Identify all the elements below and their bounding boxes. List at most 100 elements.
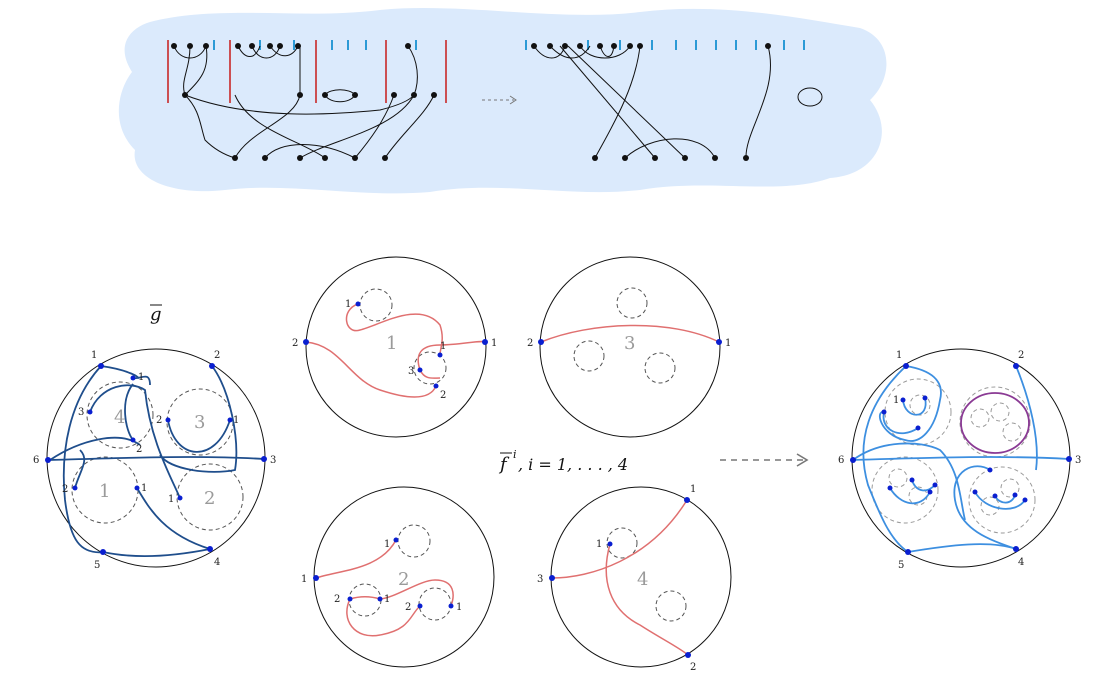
label: 1 bbox=[301, 574, 307, 585]
strand bbox=[559, 45, 656, 159]
node-dot bbox=[431, 92, 437, 98]
inner-dot bbox=[1012, 492, 1018, 498]
arc bbox=[862, 365, 909, 553]
boundary-dot bbox=[685, 652, 691, 658]
label: 1 bbox=[491, 338, 497, 349]
inner-dot bbox=[177, 495, 183, 501]
strand bbox=[264, 144, 356, 159]
node-dot bbox=[171, 43, 177, 49]
boundary-dot bbox=[482, 339, 488, 345]
region-number: 1 bbox=[99, 481, 110, 502]
boundary-dot bbox=[313, 575, 319, 581]
boundary-dot bbox=[716, 339, 722, 345]
fbar-disk-3: 3 2 1 bbox=[527, 256, 731, 438]
inner-dot bbox=[393, 537, 399, 543]
right-ticks bbox=[525, 40, 805, 50]
caption-superscript: i bbox=[513, 448, 517, 461]
strand bbox=[624, 138, 716, 159]
inner-label: 1 bbox=[233, 415, 239, 426]
disk-boundary bbox=[305, 256, 487, 438]
label: 1 bbox=[456, 602, 462, 613]
boundary-dot bbox=[905, 549, 911, 555]
arc bbox=[974, 491, 1026, 510]
arc bbox=[911, 479, 936, 492]
node-dot bbox=[765, 43, 771, 49]
boundary-dot bbox=[1013, 363, 1019, 369]
node-dot bbox=[682, 155, 688, 161]
node-dot bbox=[611, 43, 617, 49]
label: 1 bbox=[596, 539, 602, 550]
loop bbox=[797, 87, 823, 107]
node-dot bbox=[405, 43, 411, 49]
inner-dot bbox=[227, 417, 233, 423]
left-strands bbox=[173, 45, 435, 159]
boundary-dot bbox=[549, 575, 555, 581]
inner-dot bbox=[134, 485, 140, 491]
arc bbox=[345, 303, 443, 356]
strand bbox=[579, 45, 631, 59]
label: 1 bbox=[345, 299, 351, 310]
arc bbox=[62, 365, 106, 554]
strand bbox=[745, 45, 771, 159]
arc bbox=[167, 419, 231, 453]
boundary-label: 1 bbox=[896, 350, 902, 361]
left-ticks bbox=[213, 40, 417, 50]
inner-disk bbox=[968, 466, 1036, 534]
node-dot bbox=[531, 43, 537, 49]
node-dot bbox=[743, 155, 749, 161]
node-dot bbox=[637, 43, 643, 49]
inner-dot bbox=[347, 596, 353, 602]
node-dot bbox=[411, 92, 417, 98]
arc bbox=[852, 456, 1070, 461]
strand bbox=[407, 45, 418, 96]
left-separators bbox=[167, 40, 447, 103]
region-number: 1 bbox=[386, 333, 397, 354]
arc bbox=[102, 548, 211, 558]
arc bbox=[74, 449, 86, 489]
cloud-background bbox=[118, 8, 887, 194]
inner-label: 2 bbox=[156, 415, 162, 426]
boundary-dot bbox=[209, 363, 215, 369]
label: 3 bbox=[408, 366, 414, 377]
node-dot bbox=[652, 155, 658, 161]
boundary-dot bbox=[538, 339, 544, 345]
inner-disk bbox=[606, 527, 638, 559]
inner-dot bbox=[922, 395, 928, 401]
inner-dot bbox=[437, 352, 443, 358]
inner-dot bbox=[881, 409, 887, 415]
node-dot bbox=[267, 43, 273, 49]
fbar-disk-1: 1 1 2 1 1 3 2 bbox=[292, 256, 497, 438]
node-dot bbox=[547, 43, 553, 49]
label: 1 bbox=[725, 338, 731, 349]
inner-dot bbox=[417, 367, 423, 373]
strand bbox=[299, 94, 415, 159]
boundary-dot bbox=[903, 363, 909, 369]
boundary-label: 4 bbox=[214, 557, 220, 568]
arc bbox=[889, 487, 931, 505]
arc bbox=[953, 465, 1017, 550]
label: 2 bbox=[440, 390, 446, 401]
inner-disk bbox=[616, 287, 648, 319]
inner-disk bbox=[573, 340, 605, 372]
inner-dot bbox=[72, 485, 78, 491]
arc bbox=[124, 383, 134, 441]
inner-dot bbox=[909, 477, 915, 483]
strand bbox=[269, 45, 299, 57]
strand bbox=[354, 94, 395, 159]
node-dot bbox=[391, 92, 397, 98]
boundary-label: 6 bbox=[33, 455, 39, 466]
arc bbox=[882, 411, 919, 434]
node-dot bbox=[322, 92, 328, 98]
inner-dot bbox=[887, 485, 893, 491]
boundary-label: 2 bbox=[1018, 350, 1024, 361]
fbar-disk-4: 4 1 3 1 2 bbox=[537, 484, 732, 673]
node-dot bbox=[352, 92, 358, 98]
boundary-label: 2 bbox=[214, 350, 220, 361]
inner-disk-2 bbox=[176, 463, 244, 531]
boundary-label: 5 bbox=[94, 560, 100, 571]
inner-dot bbox=[130, 375, 136, 381]
inner-dot bbox=[915, 425, 921, 431]
strand bbox=[184, 45, 208, 96]
arc bbox=[902, 397, 927, 416]
arc bbox=[305, 341, 437, 398]
